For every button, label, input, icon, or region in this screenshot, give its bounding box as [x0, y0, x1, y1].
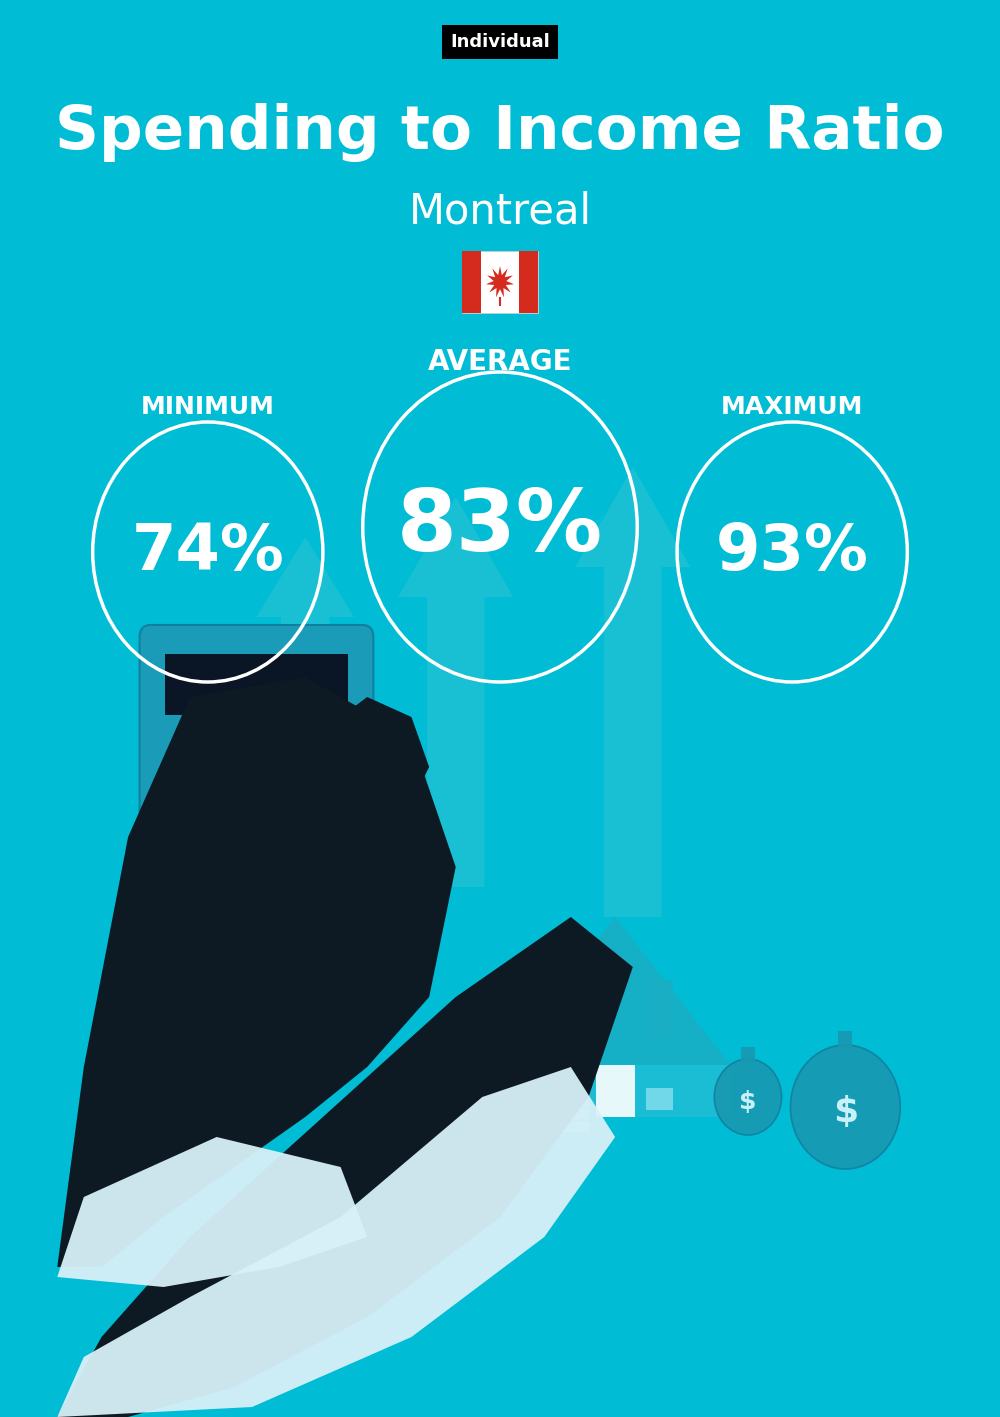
FancyBboxPatch shape [500, 1110, 589, 1119]
FancyBboxPatch shape [500, 1070, 589, 1080]
FancyBboxPatch shape [462, 251, 538, 313]
FancyBboxPatch shape [500, 1095, 589, 1107]
Circle shape [714, 1058, 782, 1135]
Polygon shape [57, 917, 633, 1417]
FancyBboxPatch shape [163, 819, 207, 859]
FancyBboxPatch shape [165, 655, 348, 716]
FancyBboxPatch shape [500, 1064, 730, 1117]
FancyBboxPatch shape [500, 1057, 589, 1067]
Text: AVERAGE: AVERAGE [428, 349, 572, 376]
FancyBboxPatch shape [519, 251, 538, 313]
FancyBboxPatch shape [500, 1083, 589, 1093]
FancyBboxPatch shape [741, 1047, 755, 1061]
FancyBboxPatch shape [209, 862, 253, 901]
Polygon shape [500, 917, 730, 1064]
Text: MINIMUM: MINIMUM [141, 395, 275, 419]
FancyBboxPatch shape [301, 862, 345, 901]
FancyBboxPatch shape [163, 903, 207, 942]
FancyBboxPatch shape [301, 777, 345, 818]
FancyBboxPatch shape [596, 1064, 635, 1117]
Polygon shape [486, 266, 514, 298]
Text: MAXIMUM: MAXIMUM [721, 395, 863, 419]
Polygon shape [57, 1136, 367, 1287]
Text: $: $ [739, 1090, 757, 1114]
FancyBboxPatch shape [255, 819, 299, 859]
FancyBboxPatch shape [163, 862, 207, 901]
FancyBboxPatch shape [163, 777, 207, 818]
Polygon shape [575, 468, 690, 917]
FancyBboxPatch shape [209, 819, 253, 859]
Polygon shape [279, 697, 429, 857]
FancyBboxPatch shape [838, 1032, 852, 1049]
Text: Spending to Income Ratio: Spending to Income Ratio [55, 102, 945, 162]
Polygon shape [398, 497, 513, 887]
FancyBboxPatch shape [209, 777, 253, 818]
Text: $: $ [833, 1095, 858, 1129]
Polygon shape [57, 1067, 615, 1417]
Circle shape [790, 1044, 900, 1169]
Text: 93%: 93% [716, 521, 869, 582]
Text: Montreal: Montreal [409, 191, 592, 232]
Polygon shape [57, 677, 456, 1267]
FancyBboxPatch shape [255, 777, 299, 818]
FancyBboxPatch shape [646, 1087, 673, 1110]
FancyBboxPatch shape [255, 862, 299, 901]
Text: Individual: Individual [450, 33, 550, 51]
Text: 74%: 74% [131, 521, 284, 582]
FancyBboxPatch shape [462, 251, 481, 313]
FancyBboxPatch shape [301, 819, 345, 859]
FancyBboxPatch shape [209, 903, 253, 942]
FancyBboxPatch shape [255, 903, 299, 942]
FancyBboxPatch shape [140, 625, 373, 969]
Polygon shape [256, 537, 354, 837]
Text: 83%: 83% [397, 486, 603, 568]
FancyBboxPatch shape [500, 1122, 589, 1132]
FancyBboxPatch shape [549, 1087, 575, 1110]
FancyBboxPatch shape [651, 979, 673, 1034]
FancyBboxPatch shape [301, 903, 345, 942]
